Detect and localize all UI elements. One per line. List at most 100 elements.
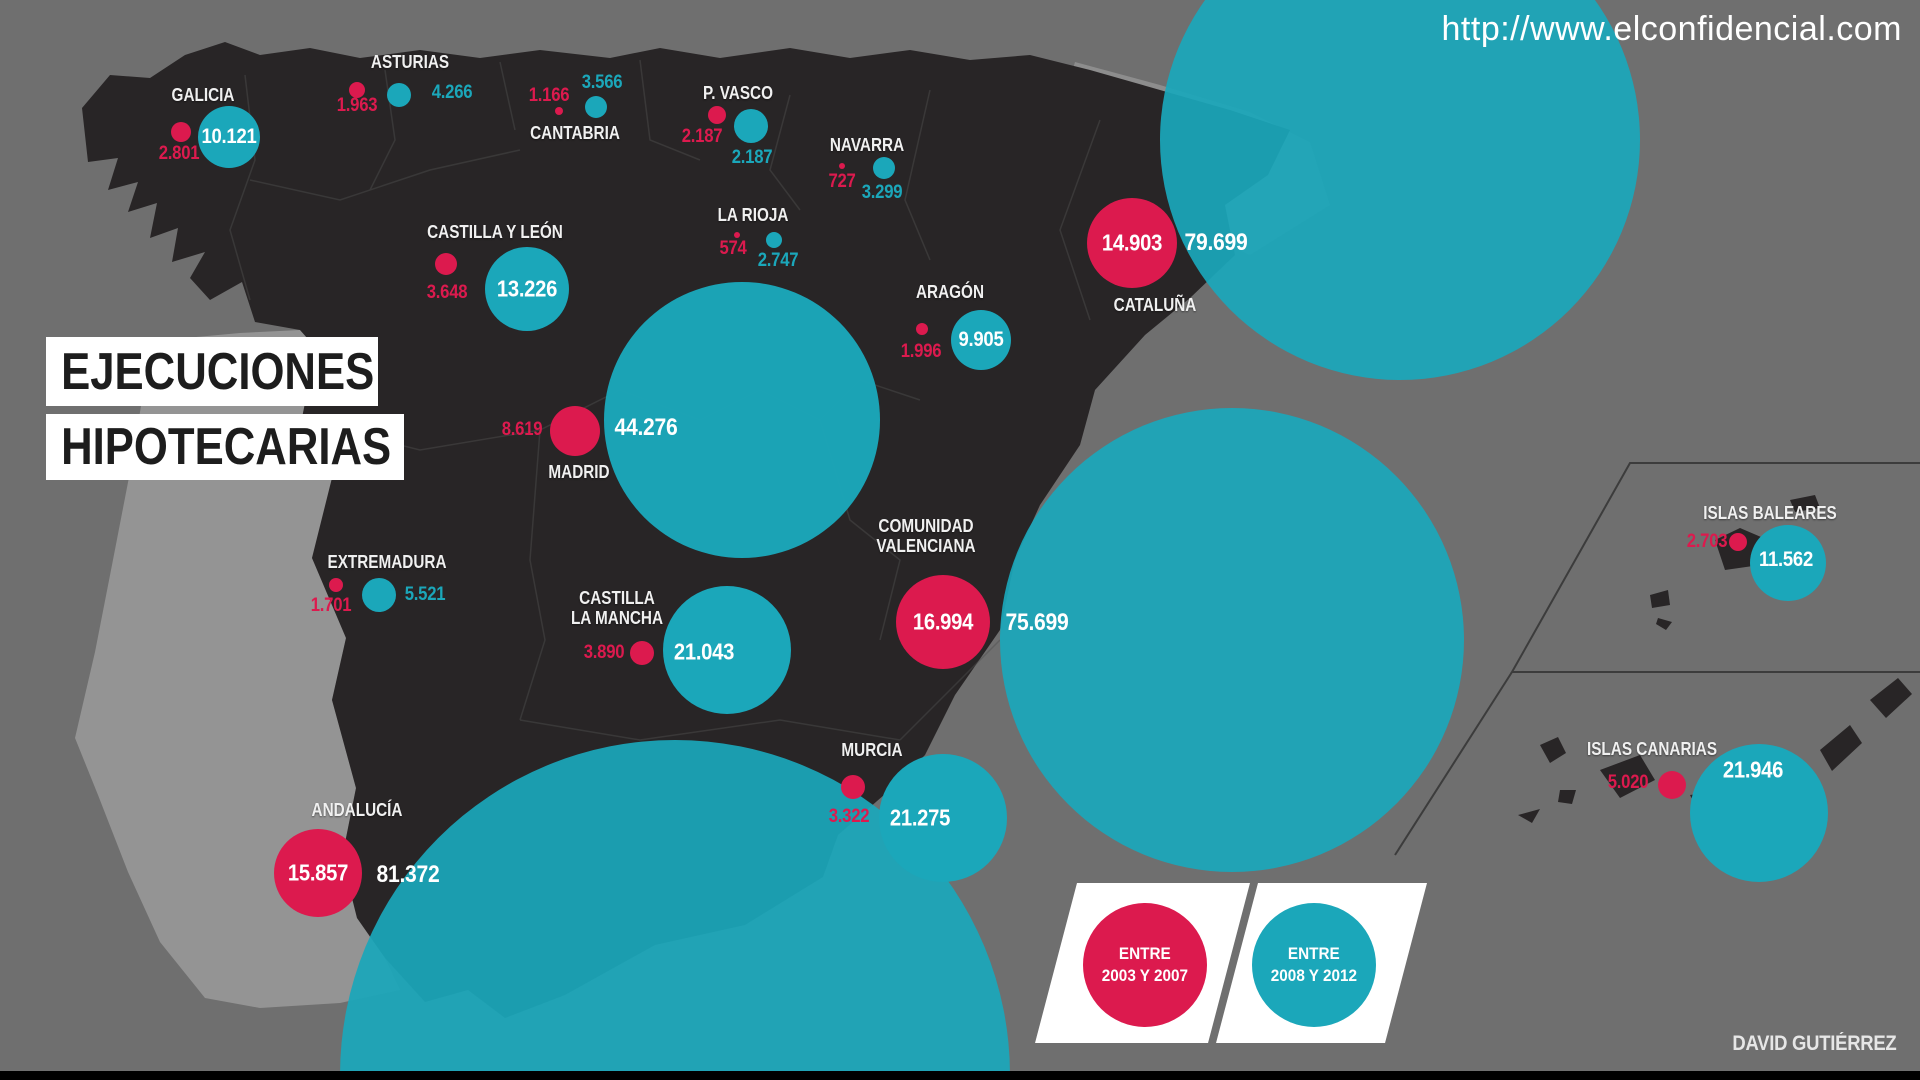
legend-circle-2008-2012: ENTRE 2008 Y 2012 xyxy=(1252,903,1376,1027)
value-2003-2007-castilla-y-leon: 3.648 xyxy=(426,282,468,303)
legend-2008-line1: ENTRE xyxy=(1288,943,1340,963)
region-label-comunidad-valenciana: COMUNIDAD VALENCIANA xyxy=(876,516,975,556)
region-label-cataluna: CATALUÑA xyxy=(1114,295,1197,315)
value-2008-2012-madrid: 44.276 xyxy=(614,414,678,441)
region-label-galicia: GALICIA xyxy=(172,85,235,105)
region-label-islas-canarias: ISLAS CANARIAS xyxy=(1587,739,1717,759)
region-label-castilla-la-mancha: CASTILLA LA MANCHA xyxy=(571,588,663,628)
bubble-2003-2007-islas-baleares xyxy=(1729,533,1747,551)
value-2003-2007-aragon: 1.996 xyxy=(900,341,942,362)
region-label-line: ISLAS CANARIAS xyxy=(1586,738,1718,759)
region-label-line: EXTREMADURA xyxy=(327,551,447,572)
region-label-line: CASTILLA Y LEÓN xyxy=(427,221,563,242)
value-2008-2012-cantabria: 3.566 xyxy=(581,72,623,93)
region-label-line: NAVARRA xyxy=(829,134,905,155)
bubble-2003-2007-murcia xyxy=(841,775,865,799)
region-label-castilla-y-leon: CASTILLA Y LEÓN xyxy=(427,222,563,242)
bubble-2008-2012-madrid xyxy=(604,282,880,558)
region-label-line: CATALUÑA xyxy=(1113,294,1197,315)
bubble-2008-2012-asturias xyxy=(387,83,411,107)
bubble-2003-2007-comunidad-valenciana xyxy=(896,575,990,669)
bubble-2003-2007-p-vasco xyxy=(708,106,726,124)
value-2008-2012-extremadura: 5.521 xyxy=(404,584,446,605)
bubble-2003-2007-islas-canarias xyxy=(1658,771,1686,799)
bubble-2008-2012-cantabria xyxy=(585,96,607,118)
value-2003-2007-murcia: 3.322 xyxy=(828,806,870,827)
value-2008-2012-castilla-la-mancha: 21.043 xyxy=(673,638,735,665)
bubble-2008-2012-aragon xyxy=(951,310,1011,370)
value-2008-2012-navarra: 3.299 xyxy=(861,182,903,203)
region-label-murcia: MURCIA xyxy=(841,740,902,760)
bubble-2008-2012-castilla-la-mancha xyxy=(663,586,791,714)
region-label-line: ARAGÓN xyxy=(916,281,984,302)
value-2008-2012-aragon: 9.905 xyxy=(958,328,1004,351)
value-2003-2007-andalucia: 15.857 xyxy=(287,859,349,886)
inset-frames xyxy=(1394,462,1920,856)
bubble-2003-2007-andalucia xyxy=(274,829,362,917)
bubble-2008-2012-la-rioja xyxy=(766,232,782,248)
region-label-andalucia: ANDALUCÍA xyxy=(312,800,403,820)
bubble-2003-2007-madrid xyxy=(550,406,600,456)
region-label-line: ASTURIAS xyxy=(370,51,450,72)
region-label-la-rioja: LA RIOJA xyxy=(718,205,789,225)
bubble-2003-2007-cataluna xyxy=(1087,198,1177,288)
title-box-line1: EJECUCIONES xyxy=(46,337,378,406)
source-url: http://www.elconfidencial.com xyxy=(1441,10,1902,48)
value-2003-2007-galicia: 2.801 xyxy=(158,143,200,164)
value-2003-2007-p-vasco: 2.187 xyxy=(681,126,723,147)
title-line2: HIPOTECARIAS xyxy=(61,418,392,476)
region-label-cantabria: CANTABRIA xyxy=(530,123,620,143)
value-2008-2012-islas-canarias: 21.946 xyxy=(1722,756,1784,783)
bubble-2008-2012-islas-baleares xyxy=(1750,525,1826,601)
bubble-2008-2012-extremadura xyxy=(362,578,396,612)
value-2003-2007-asturias: 1.963 xyxy=(336,95,378,116)
region-label-line: GALICIA xyxy=(171,84,235,105)
value-2003-2007-la-rioja: 574 xyxy=(719,238,747,259)
legend-2008-line2: 2008 Y 2012 xyxy=(1270,966,1358,985)
bubble-2003-2007-castilla-la-mancha xyxy=(630,641,654,665)
value-2008-2012-castilla-y-leon: 13.226 xyxy=(496,275,558,302)
author-credit: DAVID GUTIÉRREZ xyxy=(1731,1032,1896,1055)
region-label-line: LA MANCHA xyxy=(570,608,664,628)
region-label-p-vasco: P. VASCO xyxy=(703,83,773,103)
region-label-line: LA RIOJA xyxy=(717,204,789,225)
value-2008-2012-islas-baleares: 11.562 xyxy=(1759,548,1813,571)
region-label-madrid: MADRID xyxy=(548,462,609,482)
value-2008-2012-galicia: 10.121 xyxy=(201,125,257,148)
region-label-aragon: ARAGÓN xyxy=(916,282,984,302)
bubble-2003-2007-aragon xyxy=(916,323,928,335)
region-label-line: ANDALUCÍA xyxy=(311,799,403,820)
bottom-bar xyxy=(0,1071,1920,1080)
canarias-inset-frame xyxy=(1394,671,1513,856)
legend-circle-2003-2007: ENTRE 2003 Y 2007 xyxy=(1083,903,1207,1027)
value-2008-2012-asturias: 4.266 xyxy=(431,82,473,103)
bubble-2003-2007-castilla-y-leon xyxy=(435,253,457,275)
region-label-asturias: ASTURIAS xyxy=(371,52,449,72)
value-2003-2007-cataluna: 14.903 xyxy=(1101,229,1163,256)
bubble-2008-2012-murcia xyxy=(879,754,1007,882)
region-label-line: CASTILLA xyxy=(579,587,655,608)
bubble-2008-2012-comunidad-valenciana xyxy=(1000,408,1464,872)
bubble-2003-2007-galicia xyxy=(171,122,191,142)
value-2003-2007-comunidad-valenciana: 16.994 xyxy=(912,608,974,635)
region-label-islas-baleares: ISLAS BALEARES xyxy=(1703,503,1836,523)
value-2003-2007-navarra: 727 xyxy=(828,171,856,192)
value-2003-2007-madrid: 8.619 xyxy=(501,419,543,440)
bubble-2008-2012-castilla-y-leon xyxy=(485,247,569,331)
region-label-line: VALENCIANA xyxy=(876,536,976,556)
value-2003-2007-castilla-la-mancha: 3.890 xyxy=(583,642,625,663)
region-label-line: MURCIA xyxy=(841,739,903,760)
value-2008-2012-comunidad-valenciana: 75.699 xyxy=(1005,609,1069,636)
value-2003-2007-islas-baleares: 2.703 xyxy=(1686,531,1728,552)
baleares-inset-frame xyxy=(1510,462,1920,673)
bubble-2003-2007-navarra xyxy=(839,163,845,169)
bubble-2003-2007-la-rioja xyxy=(734,232,740,238)
value-2003-2007-islas-canarias: 5.020 xyxy=(1607,772,1649,793)
bubble-2008-2012-p-vasco xyxy=(734,109,768,143)
region-label-line: CANTABRIA xyxy=(530,122,620,143)
region-label-line: MADRID xyxy=(548,461,610,482)
bubble-2008-2012-galicia xyxy=(198,106,260,168)
value-2008-2012-murcia: 21.275 xyxy=(889,804,951,831)
bubble-2003-2007-asturias xyxy=(349,82,365,98)
value-2008-2012-cataluna: 79.699 xyxy=(1184,229,1248,256)
